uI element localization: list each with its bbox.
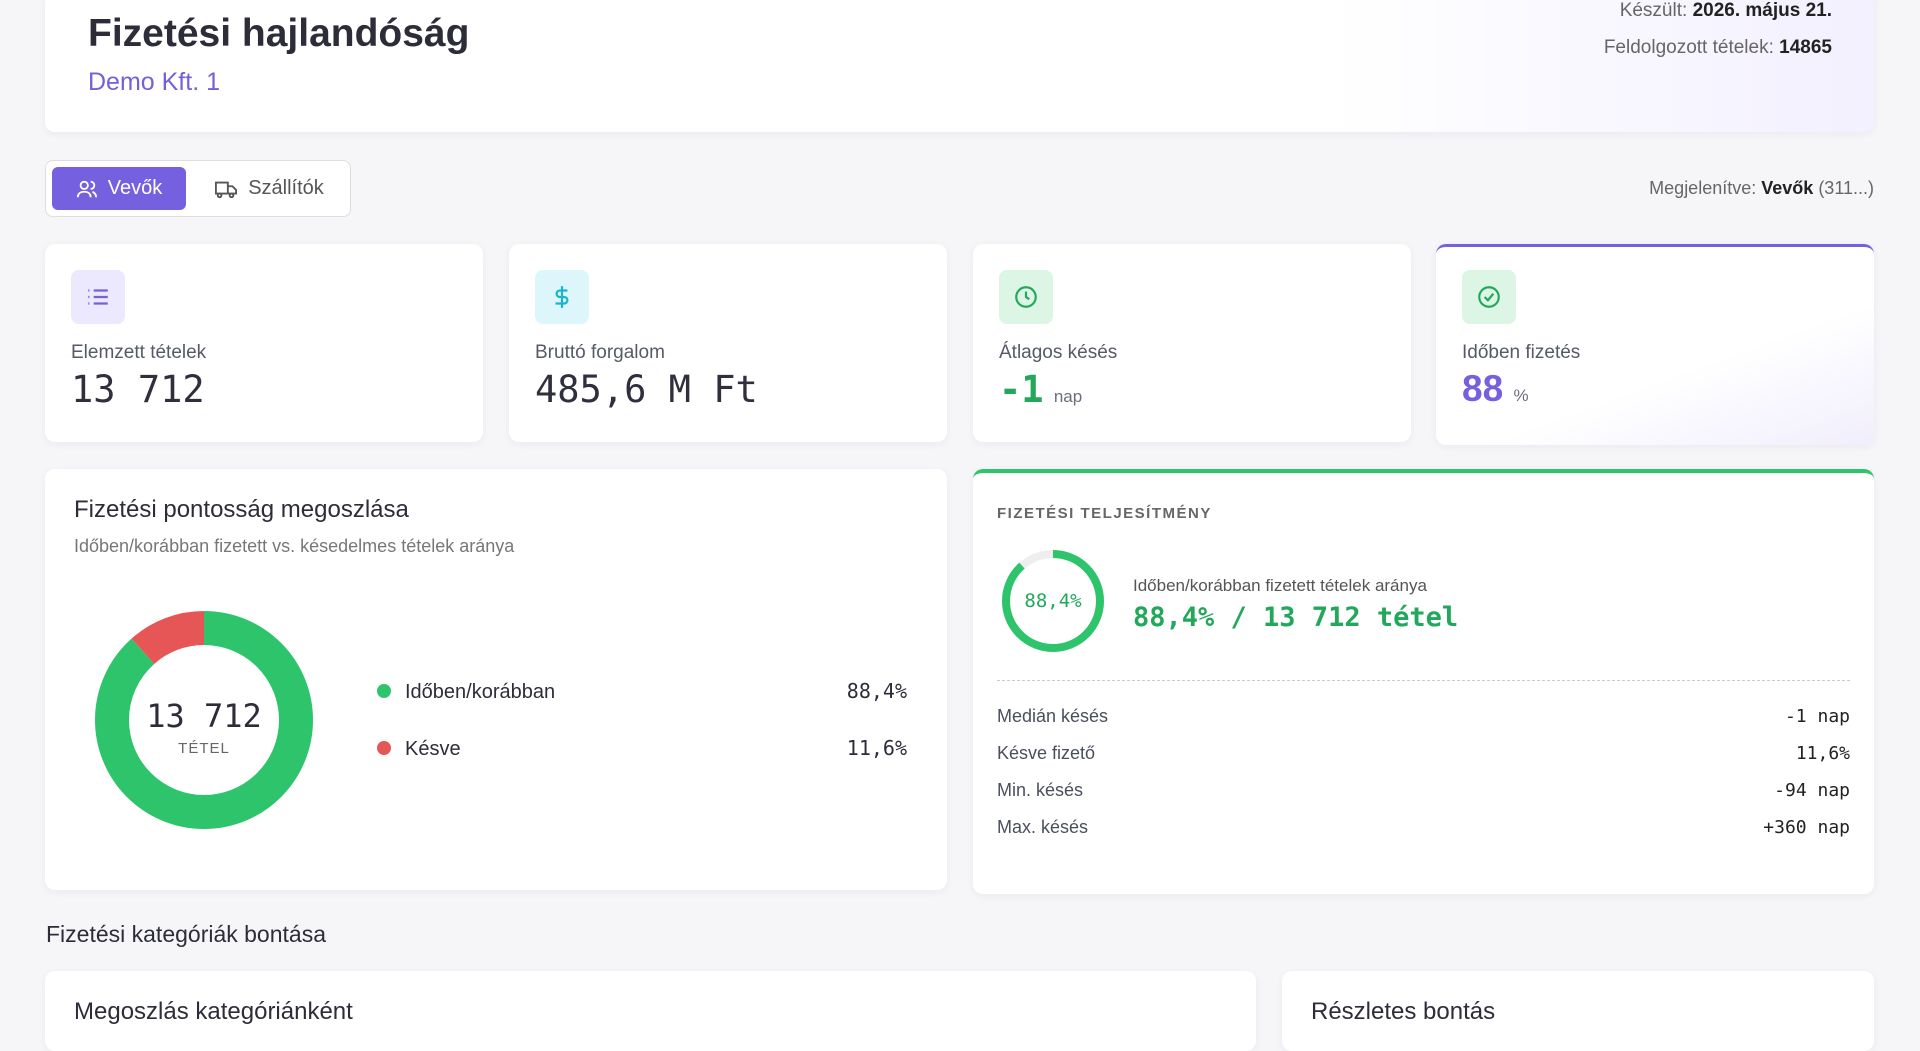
panel-card: Részletes bontás [1282,971,1874,1051]
tab-label: Vevők [107,177,163,199]
stat-value: 13 712 [71,368,205,411]
section-title: Fizetési kategóriák bontása [46,921,326,947]
meta-label: Feldolgozott tételek: [1603,37,1774,58]
stat-row: Max. késés +360 nap [997,817,1850,838]
stat-value-group: 88 % [1462,368,1529,410]
row-value: +360 nap [1763,817,1850,838]
tab-customers[interactable]: Vevők [52,167,186,210]
company-name: Demo Kft. 1 [88,68,220,96]
progress-ring: 88,4% [1002,550,1104,652]
row-label: Medián késés [997,706,1109,726]
legend-value: 88,4% [847,679,907,703]
list-icon [88,289,108,305]
ring-caption: Időben/korábban fizetett tételek aránya [1133,576,1427,595]
row-label: Késve fizető [997,743,1096,763]
ring-arc [1002,550,1104,652]
stat-label: Átlagos késés [999,342,1118,363]
header-card: Fizetési hajlandóság Demo Kft. 1 Készült… [45,0,1874,132]
truck-icon [215,181,238,198]
legend-value: 11,6% [847,736,907,760]
stat-row: Min. késés -94 nap [997,780,1850,801]
headline: 88,4% / 13 712 tétel [1133,602,1459,633]
accuracy-card: Fizetési pontosság megoszlása Időben/kor… [45,469,947,890]
display-label: Megjelenítve: [1649,178,1757,198]
tab-label: Szállítók [248,177,324,199]
stat-icon [71,270,125,324]
clock-icon [1015,286,1037,308]
row-label: Max. késés [997,817,1089,837]
display-value: Vevők [1761,178,1814,198]
tab-suppliers[interactable]: Szállítók [196,167,342,210]
stat-icon [535,270,589,324]
display-count: (311...) [1818,178,1874,198]
row-value: -94 nap [1774,780,1850,801]
stat-label: Bruttó forgalom [535,342,665,363]
stat-card: Elemzett tételek 13 712 [45,244,483,442]
donut-chart: Időben/korábban 88,4% Késve 11,6% 13 712 TÉTE… [95,611,907,829]
legend-label: Késve [405,738,461,760]
meta-value: 2026. május 21. [1692,0,1832,21]
stat-value: 485,6 M Ft [535,368,758,411]
display-info: Megjelenítve: Vevők (311...) [1649,178,1874,199]
tab-group: Vevők Szállítók [45,160,351,217]
row-value: 11,6% [1795,743,1850,764]
page: Fizetési hajlandóság Demo Kft. 1 Készült… [45,0,1874,1025]
ring-label: 88,4% [1024,590,1082,612]
stat-label: Időben fizetés [1462,342,1581,363]
page-title: Fizetési hajlandóság [88,12,470,55]
legend-label: Időben/korábban [405,681,555,703]
stat-value: 88 [1462,368,1504,409]
legend-dot [377,684,391,698]
donut-center-label: TÉTEL [178,740,230,757]
stat-label: Elemzett tételek [71,342,207,363]
stat-row: Késve fizető 11,6% [997,743,1850,764]
stat-icon [999,270,1053,324]
donut-center-value: 13 712 [146,697,262,735]
users-icon [76,180,97,197]
card-subtitle: Időben/korábban fizetett vs. késedelmes … [74,536,515,556]
divider [997,680,1850,681]
card-title: Fizetési pontosság megoszlása [74,496,409,523]
panel-title: Megoszlás kategóriánként [74,998,353,1025]
performance-card: FIZETÉSI TELJESÍTMÉNY 88,4% Időben/koráb… [973,469,1874,894]
stat-card: Bruttó forgalom 485,6 M Ft [509,244,947,442]
stat-icon [1462,270,1516,324]
stat-unit: nap [1053,387,1083,406]
stat-row: Medián késés -1 nap [997,706,1850,727]
stat-card: Időben fizetés 88 % [1436,244,1874,445]
stat-card: Átlagos késés -1 nap [973,244,1411,442]
panel-title: Részletes bontás [1311,998,1496,1025]
card-heading: FIZETÉSI TELJESÍTMÉNY [997,505,1212,522]
meta-line: Készült: 2026. május 21. [1620,0,1832,22]
donut-segment [95,611,313,829]
row-label: Min. késés [997,780,1084,800]
check-icon [1478,286,1500,308]
dollar-icon [555,286,569,308]
meta-line: Feldolgozott tételek: 14865 [1604,37,1832,59]
stat-value-group: -1 nap [999,368,1082,411]
meta-label: Készült: [1619,0,1688,21]
meta-value: 14865 [1779,37,1832,58]
stat-value: -1 [999,368,1044,411]
row-value: -1 nap [1784,706,1850,727]
legend-dot [377,741,391,755]
stat-unit: % [1513,386,1529,405]
panel-card: Megoszlás kategóriánként [45,971,1256,1051]
